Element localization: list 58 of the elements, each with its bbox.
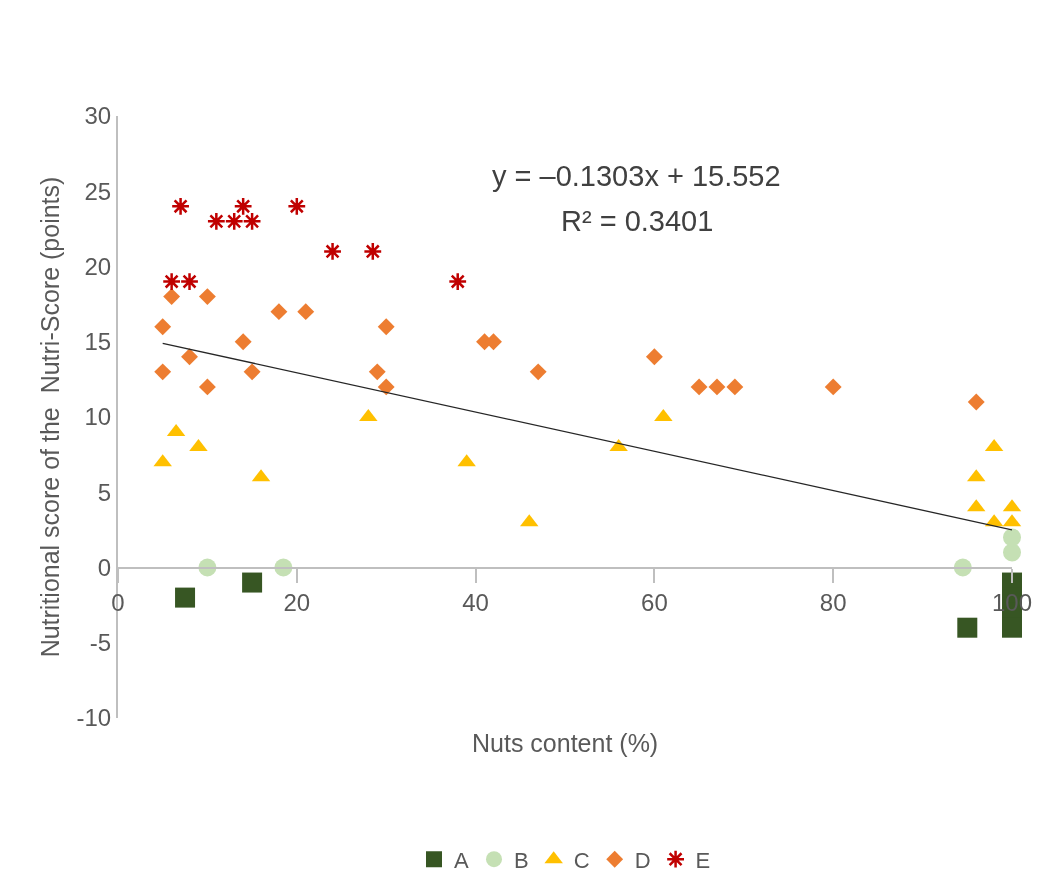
point: [368, 363, 386, 381]
x-tick-label: 60: [641, 589, 668, 617]
x-tick-label: 80: [819, 589, 847, 617]
point: [154, 363, 172, 381]
y-tick-label: 0: [97, 553, 112, 581]
legend-label: E: [695, 847, 711, 873]
point: [161, 271, 182, 292]
x-tick-label: 20: [283, 589, 311, 617]
point: [957, 617, 978, 638]
y-tick-label: 10: [84, 403, 112, 431]
point: [243, 363, 261, 381]
y-tick-label: 5: [97, 478, 112, 506]
point: [242, 211, 262, 231]
point: [690, 378, 708, 396]
point: [198, 378, 216, 396]
point: [242, 572, 263, 593]
legend-label: C: [573, 847, 590, 873]
point: [726, 378, 744, 396]
point: [645, 348, 663, 366]
legend-label: A: [454, 847, 469, 873]
y-tick-label: -10: [76, 704, 112, 732]
point: [233, 196, 253, 216]
point: [287, 196, 307, 216]
point: [322, 241, 343, 262]
annotation: y = –0.1303x + 15.552: [492, 160, 781, 192]
legend-label: D: [634, 847, 651, 873]
point: [448, 271, 468, 292]
point: [175, 587, 196, 608]
x-tick-label: 40: [462, 589, 489, 617]
point: [967, 393, 985, 411]
point: [270, 303, 288, 321]
y-tick-label: 25: [84, 177, 112, 205]
point: [377, 378, 395, 396]
y-tick-label: 20: [84, 252, 112, 280]
annotation: R² = 0.3401: [561, 205, 714, 237]
point: [363, 241, 383, 262]
point: [1003, 543, 1021, 562]
point: [708, 378, 726, 396]
point: [163, 288, 181, 306]
point: [154, 318, 172, 336]
point: [224, 211, 244, 231]
point: [1003, 528, 1021, 547]
point: [181, 348, 198, 366]
x-axis-title: Nuts content (%): [472, 729, 659, 757]
point: [198, 288, 216, 306]
point: [206, 211, 226, 231]
y-tick-label: 15: [84, 328, 112, 356]
point: [234, 333, 252, 351]
point: [170, 196, 191, 216]
point: [377, 318, 395, 336]
legend-label: B: [514, 847, 529, 873]
y-tick-label: 30: [84, 102, 112, 130]
point: [529, 363, 547, 381]
y-axis-title: Nutritional score of the Nutri-Score (points): [35, 176, 64, 658]
y-tick-label: -5: [89, 629, 112, 657]
point: [824, 378, 842, 396]
point: [297, 303, 315, 321]
point: [179, 271, 200, 292]
